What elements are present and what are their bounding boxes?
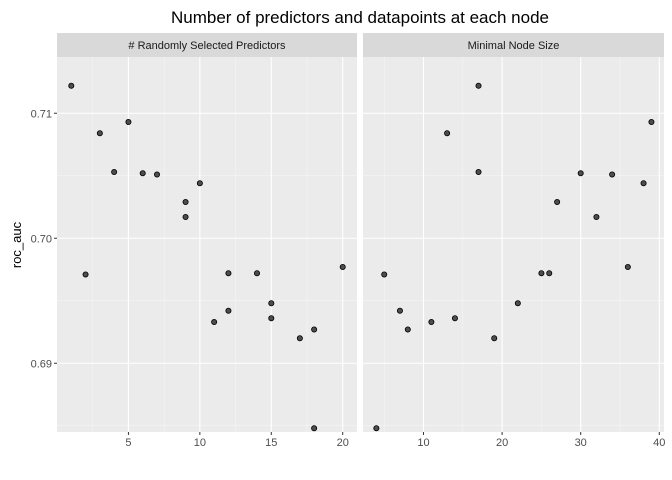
data-point [182, 213, 189, 220]
data-point [373, 425, 380, 432]
panel-strip [363, 33, 664, 57]
data-point [444, 130, 451, 137]
data-point [428, 318, 435, 325]
data-point [196, 180, 203, 187]
data-point [268, 315, 275, 322]
data-point [475, 168, 482, 175]
y-axis-label: roc_auc [9, 221, 24, 268]
data-point [593, 213, 600, 220]
x-tick-label: 30 [575, 437, 587, 449]
data-point [296, 335, 303, 342]
panel-strip [57, 33, 357, 57]
panel-strip-label: Minimal Node Size [468, 40, 560, 52]
x-tick-label: 20 [337, 437, 349, 449]
data-point [491, 335, 498, 342]
panel-background [363, 57, 664, 432]
data-point [624, 263, 631, 270]
x-tick-label: 10 [194, 437, 206, 449]
x-tick-label: 40 [653, 437, 665, 449]
data-point [514, 300, 521, 307]
data-point [475, 82, 482, 89]
panel-strip-label: # Randomly Selected Predictors [128, 40, 286, 52]
panel-2: Minimal Node Size 10 20 30 40 [363, 33, 665, 449]
data-point [577, 170, 584, 177]
data-point [339, 263, 346, 270]
data-point [125, 119, 132, 126]
data-point [253, 270, 260, 277]
data-point [311, 326, 318, 333]
data-point [311, 425, 318, 432]
data-point [182, 198, 189, 205]
data-point [268, 300, 275, 307]
data-point [82, 271, 89, 278]
x-tick-label: 15 [265, 437, 277, 449]
data-point [68, 82, 75, 89]
data-point [546, 270, 553, 277]
data-point [96, 130, 103, 137]
x-tick-label: 5 [125, 437, 131, 449]
data-point [153, 171, 160, 178]
data-point [139, 170, 146, 177]
data-point [225, 270, 232, 277]
data-point [609, 171, 616, 178]
data-point [554, 198, 561, 205]
data-point [396, 307, 403, 314]
x-tick-label: 10 [417, 437, 429, 449]
y-tick-label: 0.69 [31, 358, 52, 370]
data-point [451, 315, 458, 322]
y-tick-label: 0.70 [31, 233, 52, 245]
data-point [640, 180, 647, 187]
data-point [648, 119, 655, 126]
chart-title: Number of predictors and datapoints at e… [171, 8, 549, 27]
data-point [404, 326, 411, 333]
y-tick-label: 0.71 [31, 108, 52, 120]
panels-layer: # Randomly Selected Predictors 5 10 15 20 0.6… [31, 33, 665, 449]
data-point [225, 307, 232, 314]
data-point [381, 271, 388, 278]
data-point [538, 270, 545, 277]
data-point [211, 318, 218, 325]
x-tick-label: 20 [496, 437, 508, 449]
panel-1: # Randomly Selected Predictors 5 10 15 20 0.6… [31, 33, 357, 449]
data-point [111, 168, 118, 175]
